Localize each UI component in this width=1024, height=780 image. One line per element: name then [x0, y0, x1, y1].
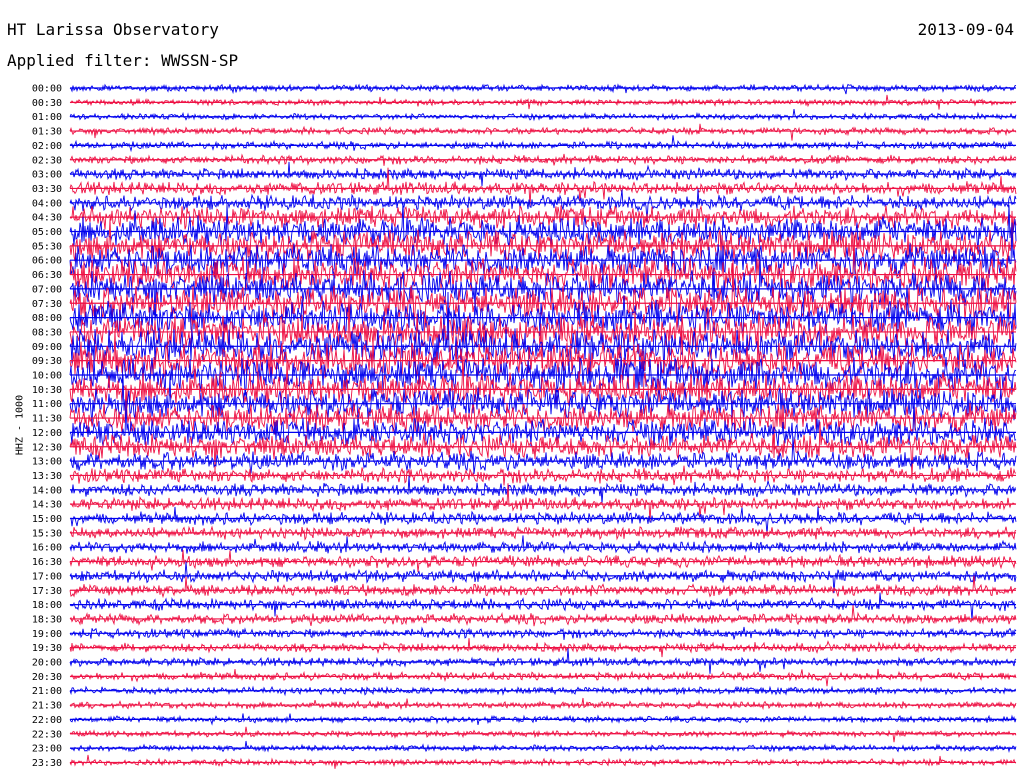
time-tick-label: 13:00 [32, 457, 62, 468]
trace-line [69, 167, 1017, 207]
station-title: HT Larissa Observatory [7, 20, 219, 39]
time-tick-label: 19:30 [32, 643, 62, 654]
time-tick-label: 13:30 [32, 471, 62, 482]
time-tick-label: 18:30 [32, 614, 62, 625]
time-tick-label: 15:00 [32, 514, 62, 525]
time-tick-label: 01:30 [32, 127, 62, 138]
trace-line [69, 421, 1017, 480]
time-tick-label: 06:30 [32, 270, 62, 281]
trace-line [69, 109, 1017, 122]
time-tick-label: 12:30 [32, 442, 62, 453]
trace-line [69, 234, 1017, 292]
trace-line [69, 291, 1017, 394]
time-tick-label: 06:00 [32, 256, 62, 267]
time-tick-label: 18:00 [32, 600, 62, 611]
trace-line [69, 465, 1017, 486]
time-tick-label: 12:00 [32, 428, 62, 439]
trace-line [69, 135, 1017, 153]
time-tick-label: 22:30 [32, 729, 62, 740]
time-tick-label: 15:30 [32, 528, 62, 539]
time-tick-label: 11:30 [32, 414, 62, 425]
trace-line [69, 726, 1017, 743]
time-tick-label: 21:30 [32, 701, 62, 712]
time-tick-label: 02:00 [32, 141, 62, 152]
time-tick-label: 09:30 [32, 356, 62, 367]
trace-line [69, 697, 1017, 711]
time-tick-label: 14:30 [32, 500, 62, 511]
time-tick-label: 10:00 [32, 371, 62, 382]
time-tick-label: 08:00 [32, 313, 62, 324]
trace-line [69, 328, 1017, 404]
time-tick-label: 05:30 [32, 241, 62, 252]
trace-line [69, 668, 1017, 687]
time-tick-label: 11:00 [32, 399, 62, 410]
trace-line [69, 375, 1017, 430]
trace-line [69, 592, 1017, 621]
trace-line [69, 626, 1017, 640]
time-tick-label: 16:00 [32, 543, 62, 554]
time-tick-label: 22:00 [32, 715, 62, 726]
time-tick-label: 14:00 [32, 485, 62, 496]
time-tick-label: 20:00 [32, 658, 62, 669]
trace-line [69, 648, 1017, 674]
time-tick-label: 01:00 [32, 112, 62, 123]
time-tick-label: 17:00 [32, 571, 62, 582]
trace-line [69, 210, 1017, 272]
time-tick-label: 02:30 [32, 155, 62, 166]
trace-line [69, 222, 1017, 306]
trace-line [69, 295, 1017, 341]
record-date: 2013-09-04 [917, 20, 1014, 39]
time-tick-label: 07:30 [32, 299, 62, 310]
time-tick-label: 05:00 [32, 227, 62, 238]
trace-line [69, 83, 1017, 95]
trace-group [69, 83, 1017, 769]
trace-line [69, 754, 1017, 769]
time-tick-label: 09:00 [32, 342, 62, 353]
time-tick-label: 03:30 [32, 184, 62, 195]
time-tick-label: 04:00 [32, 198, 62, 209]
trace-line [69, 638, 1017, 658]
trace-line [69, 475, 1017, 504]
trace-line [69, 259, 1017, 326]
time-tick-label: 23:30 [32, 758, 62, 769]
trace-line [69, 535, 1017, 555]
time-tick-label: 20:30 [32, 672, 62, 683]
trace-line [69, 713, 1017, 726]
trace-line [69, 605, 1017, 627]
time-tick-label: 21:00 [32, 686, 62, 697]
time-tick-label: 00:30 [32, 98, 62, 109]
time-tick-label: 08:30 [32, 327, 62, 338]
trace-line [69, 356, 1017, 395]
time-tick-label: 19:00 [32, 629, 62, 640]
time-tick-label: 03:00 [32, 170, 62, 181]
time-tick-labels: 00:00 00:30 01:00 01:30 02:00 02:30 03:00 03:30… [32, 84, 62, 769]
time-tick-label: 23:00 [32, 744, 62, 755]
trace-line [69, 575, 1017, 599]
time-tick-label: 07:00 [32, 284, 62, 295]
time-tick-label: 00:00 [32, 84, 62, 95]
filter-label: Applied filter: WWSSN-SP [7, 51, 239, 70]
trace-line [69, 740, 1017, 753]
trace-line [69, 123, 1017, 141]
time-tick-label: 17:30 [32, 586, 62, 597]
time-tick-label: 16:30 [32, 557, 62, 568]
time-tick-label: 10:30 [32, 385, 62, 396]
time-tick-label: 04:30 [32, 213, 62, 224]
trace-line [69, 561, 1017, 594]
